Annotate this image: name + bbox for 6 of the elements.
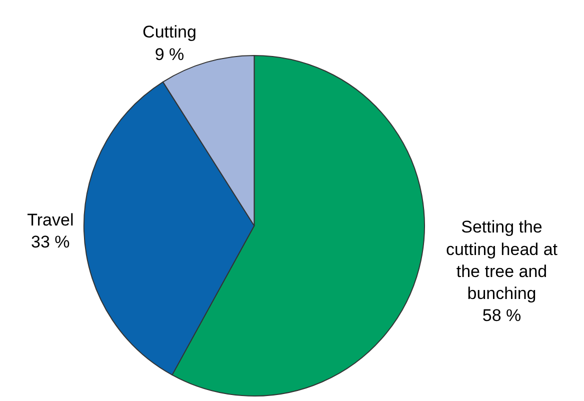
data-label: 58 %: [482, 306, 522, 326]
slice-label: Setting the cutting head at the tree and bunching: [446, 218, 558, 303]
slice-label: Cutting: [142, 22, 196, 42]
data-label: 9 %: [154, 44, 184, 64]
data-label: 33 %: [31, 232, 70, 252]
slice-label: Travel: [27, 210, 74, 230]
